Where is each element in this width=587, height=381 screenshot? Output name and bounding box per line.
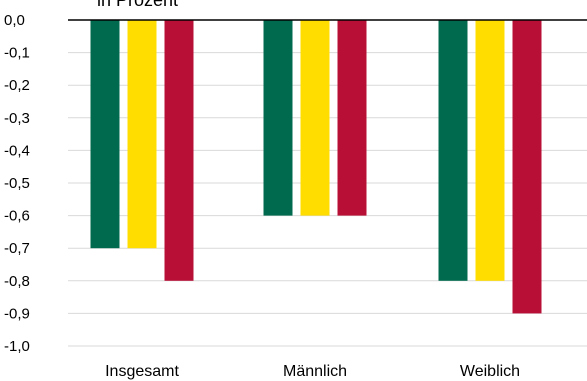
y-tick-label: -0,2 — [4, 77, 30, 94]
y-tick-label: -0,3 — [4, 110, 30, 127]
bar — [438, 20, 468, 281]
bar — [300, 20, 330, 216]
bars — [90, 20, 542, 314]
bar — [337, 20, 367, 216]
y-tick-label: -0,1 — [4, 45, 30, 62]
category-labels: Insgesamt Männlich Weiblich — [105, 363, 520, 380]
bar — [512, 20, 542, 314]
y-tick-labels: 0,0 -0,1 -0,2 -0,3 -0,4 -0,5 -0,6 -0,7 -0,8 -0,9 -… — [4, 12, 30, 355]
y-tick-label: -0,6 — [4, 208, 30, 225]
y-tick-label: -1,0 — [4, 338, 30, 355]
category-label: Männlich — [283, 363, 347, 380]
category-label: Weiblich — [460, 363, 520, 380]
bar — [263, 20, 293, 216]
bar — [164, 20, 194, 281]
y-tick-label: -0,8 — [4, 273, 30, 290]
y-tick-label: -0,5 — [4, 175, 30, 192]
y-tick-label: 0,0 — [4, 12, 25, 29]
bar — [475, 20, 505, 281]
y-tick-label: -0,7 — [4, 240, 30, 257]
y-tick-label: -0,9 — [4, 305, 30, 322]
bar — [127, 20, 157, 249]
y-tick-label: -0,4 — [4, 142, 30, 159]
y-axis-label: in Prozent — [97, 0, 178, 10]
bar — [90, 20, 120, 249]
category-label: Insgesamt — [105, 363, 179, 380]
